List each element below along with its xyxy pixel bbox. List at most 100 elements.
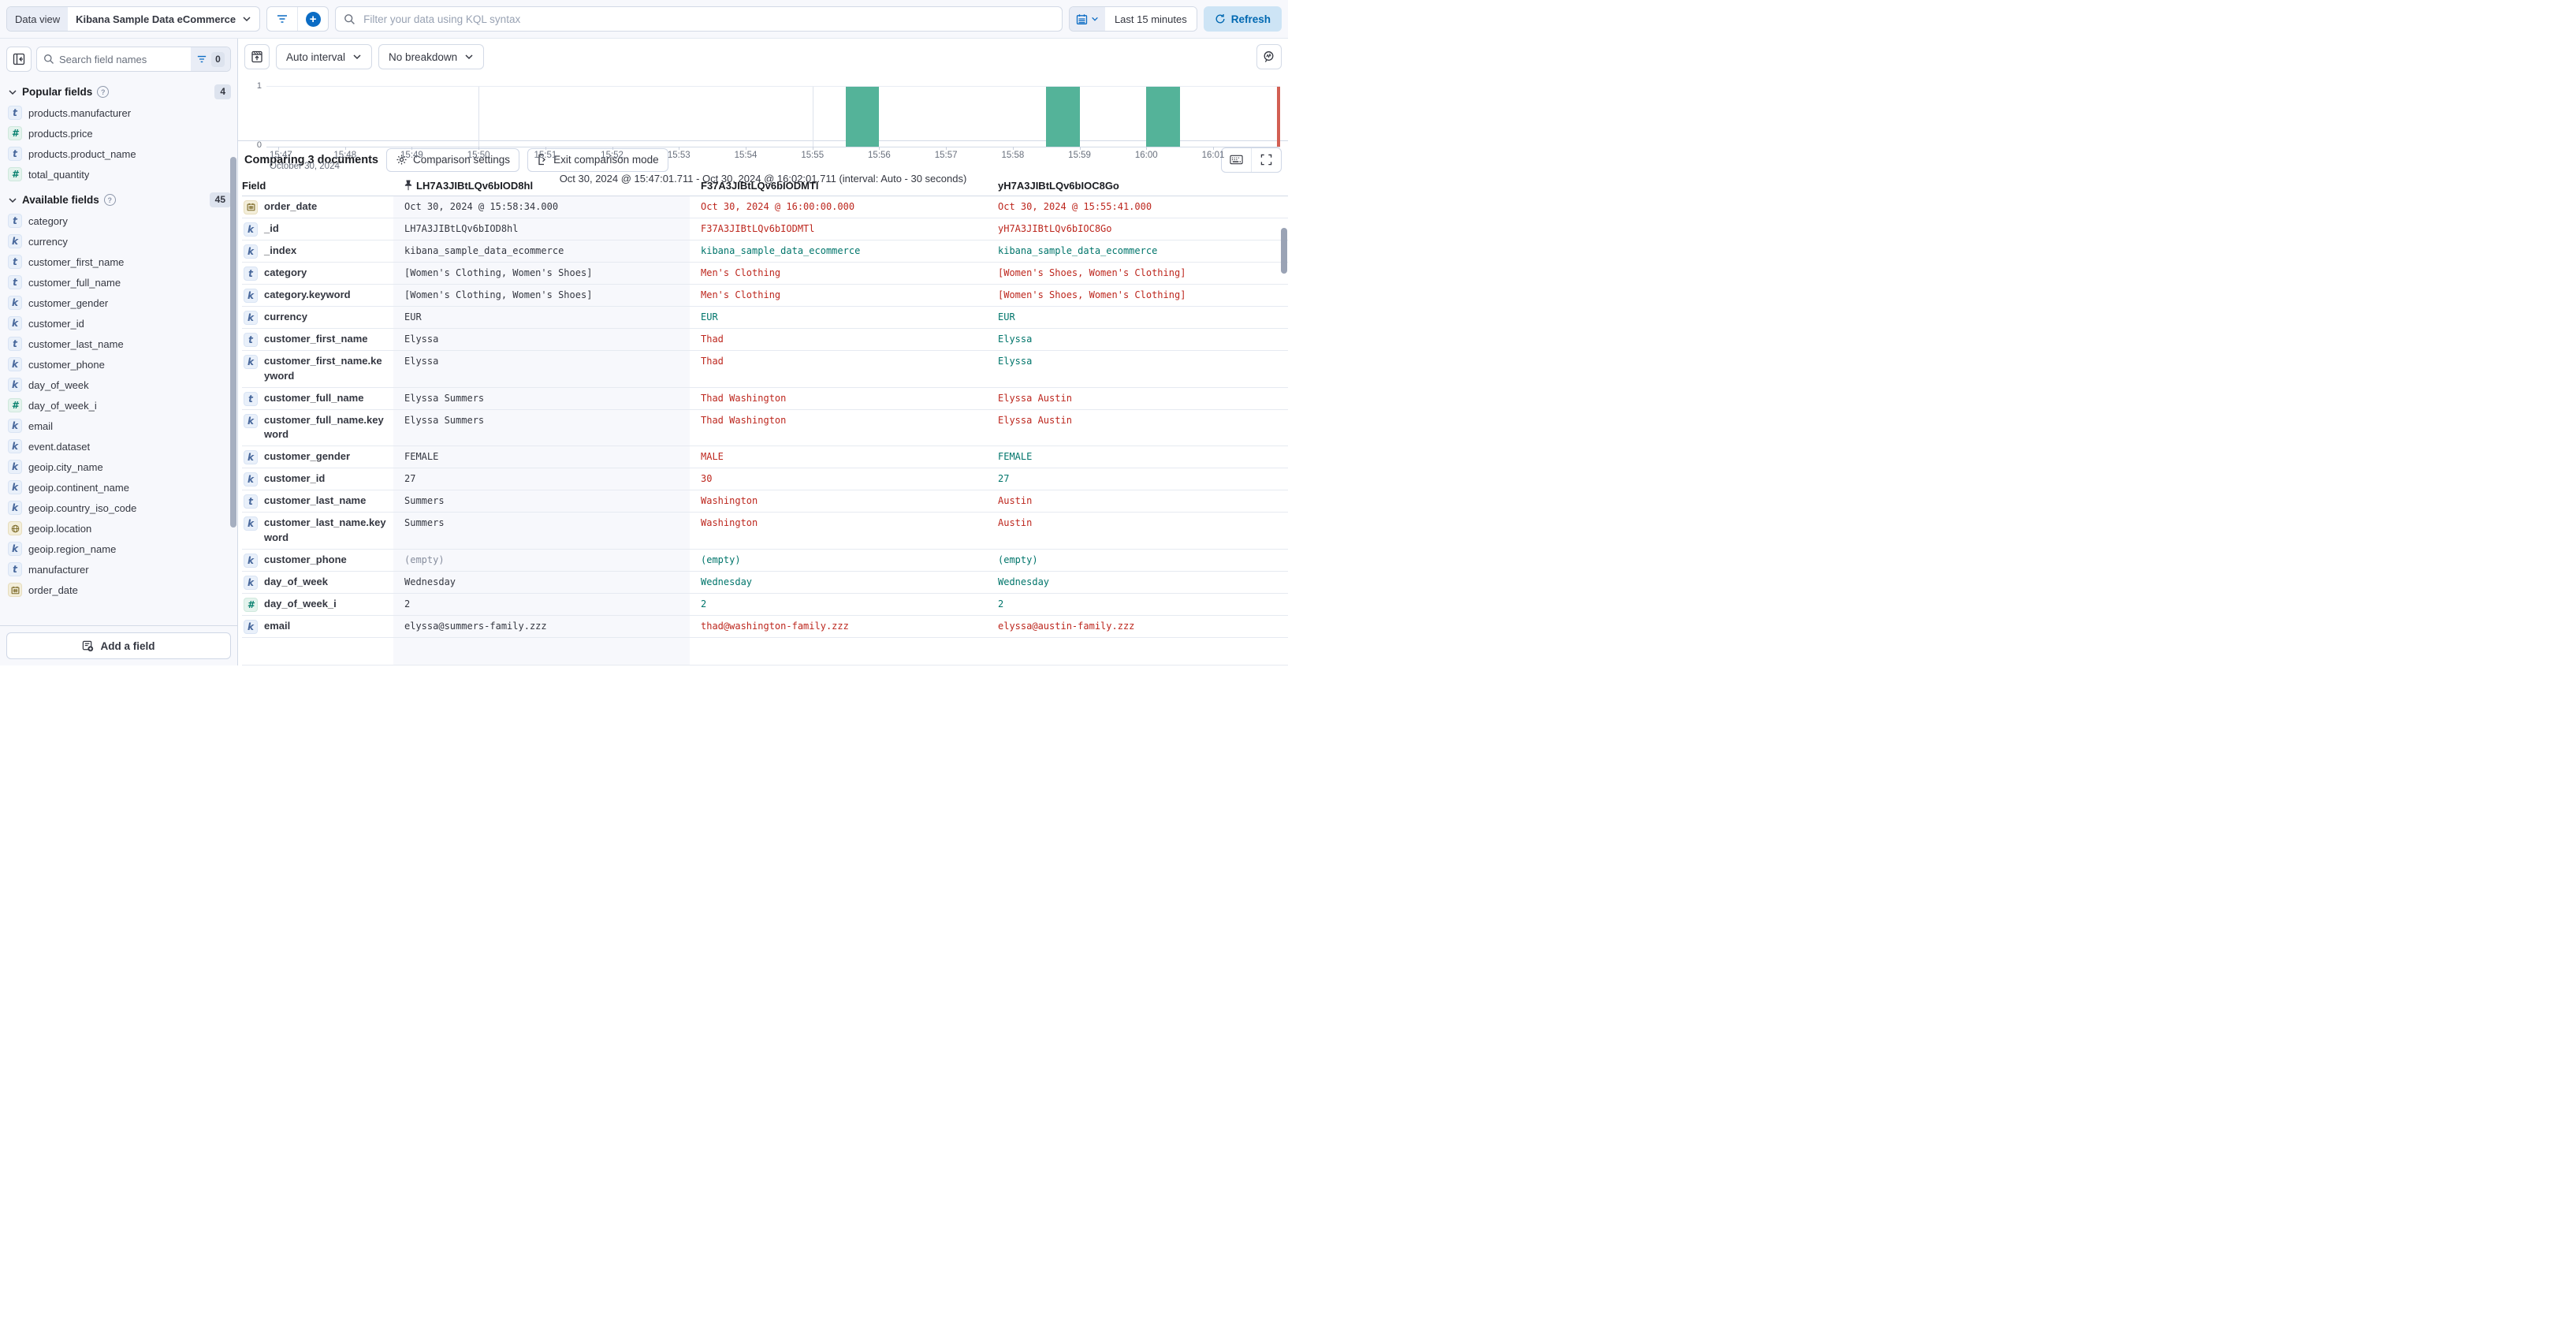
- value-cell: Elyssa Summers: [393, 409, 690, 446]
- sidebar-field-item[interactable]: order_date: [3, 580, 234, 600]
- keyword-field-icon: k: [8, 357, 22, 371]
- value-cell: 2: [701, 598, 707, 610]
- sidebar-field-item[interactable]: # day_of_week_i: [3, 395, 234, 416]
- histogram-bar[interactable]: [846, 87, 880, 147]
- breakdown-dropdown[interactable]: No breakdown: [378, 44, 485, 69]
- chevron-down-icon: [465, 54, 473, 60]
- value-cell: Thad: [701, 333, 724, 345]
- popular-fields-count: 4: [214, 84, 231, 99]
- doc-column-header[interactable]: F37A3JIBtLQv6bIODMTl: [690, 177, 987, 196]
- x-axis-tick-label: 15:51: [534, 151, 557, 160]
- edit-visualization-button[interactable]: [1256, 44, 1282, 69]
- fullscreen-button[interactable]: [1251, 147, 1281, 172]
- kql-query-input[interactable]: [362, 12, 1054, 26]
- keyword-field-icon: k: [8, 501, 22, 515]
- text-field-icon: t: [8, 562, 22, 576]
- comparison-settings-button[interactable]: Comparison settings: [386, 147, 520, 172]
- sidebar-field-item[interactable]: k event.dataset: [3, 436, 234, 457]
- time-range-display[interactable]: Last 15 minutes: [1104, 7, 1197, 31]
- sidebar-field-item[interactable]: k currency: [3, 231, 234, 252]
- text-field-icon: t: [8, 106, 22, 120]
- sidebar-field-item[interactable]: t customer_last_name: [3, 334, 234, 354]
- keyword-field-icon: k: [8, 419, 22, 433]
- doc-id: yH7A3JIBtLQv6bIOC8Go: [998, 179, 1119, 192]
- comparison-settings-label: Comparison settings: [413, 154, 511, 166]
- add-field-button[interactable]: Add a field: [6, 632, 231, 659]
- table-row-partial: [242, 638, 1288, 666]
- histogram-bar[interactable]: [1046, 87, 1080, 147]
- filter-button[interactable]: [267, 7, 297, 31]
- field-search[interactable]: 0: [36, 47, 231, 72]
- sidebar-field-item[interactable]: t category: [3, 211, 234, 231]
- add-filter-button[interactable]: +: [298, 7, 328, 31]
- sidebar-field-item[interactable]: k customer_id: [3, 313, 234, 334]
- field-name: customer_first_name.keyword: [264, 354, 382, 382]
- data-view-value[interactable]: Kibana Sample Data eCommerce: [68, 13, 259, 25]
- tick-mark: [612, 147, 613, 150]
- keyboard-shortcuts-button[interactable]: [1222, 148, 1251, 172]
- field-cell: k email: [242, 616, 393, 637]
- field-name: currency: [28, 235, 68, 248]
- field-name: customer_last_name.keyword: [264, 516, 386, 544]
- doc-column-header[interactable]: yH7A3JIBtLQv6bIOC8Go: [987, 177, 1288, 196]
- value-cell: Summers: [393, 513, 690, 549]
- sidebar-field-item[interactable]: k email: [3, 416, 234, 436]
- tick-mark: [344, 147, 346, 150]
- interval-dropdown[interactable]: Auto interval: [276, 44, 373, 69]
- value-cell: Austin: [998, 495, 1033, 507]
- kql-query-bar[interactable]: [335, 6, 1063, 32]
- pinned-doc-column-header[interactable]: LH7A3JIBtLQv6bIOD8hl: [393, 177, 690, 196]
- keyword-field-icon: k: [8, 234, 22, 248]
- histogram-chart[interactable]: 1 0 15:47 15:48 15:49 15:50 15:51 15:52 15:53 1…: [238, 73, 1288, 185]
- histogram-bar[interactable]: [1146, 87, 1180, 147]
- sidebar-field-item[interactable]: t manufacturer: [3, 559, 234, 580]
- table-body: order_date Oct 30, 2024 @ 15:58:34.000 Oct…: [242, 196, 1288, 638]
- collapse-sidebar-button[interactable]: [6, 47, 32, 72]
- field-name: order_date: [264, 199, 318, 212]
- time-picker-calendar-button[interactable]: [1069, 7, 1105, 31]
- sidebar-field-item[interactable]: t customer_first_name: [3, 252, 234, 272]
- sidebar-scrollbar[interactable]: [230, 157, 236, 528]
- sidebar-field-item[interactable]: k customer_gender: [3, 293, 234, 313]
- hide-chart-button[interactable]: [244, 44, 270, 69]
- data-view-picker[interactable]: Data view Kibana Sample Data eCommerce: [6, 6, 261, 32]
- field-column-header: Field: [242, 179, 266, 192]
- available-fields-header[interactable]: Available fields ? 45: [0, 185, 237, 211]
- table-scrollbar[interactable]: [1281, 228, 1287, 274]
- calendar-icon: [1076, 13, 1088, 25]
- sidebar-field-item[interactable]: # products.price: [3, 123, 234, 144]
- y-axis-max-label: 1: [256, 81, 262, 91]
- tick-mark: [1012, 147, 1014, 150]
- value-cell: Elyssa: [393, 328, 690, 350]
- field-search-input[interactable]: [54, 52, 191, 66]
- sidebar-field-item[interactable]: k geoip.region_name: [3, 539, 234, 559]
- refresh-button[interactable]: Refresh: [1203, 6, 1282, 32]
- current-time-marker: [1277, 87, 1280, 147]
- histogram-plot[interactable]: [266, 86, 1280, 147]
- exit-comparison-button[interactable]: Exit comparison mode: [527, 147, 668, 172]
- sidebar-field-item[interactable]: t products.product_name: [3, 144, 234, 164]
- sidebar-field-item[interactable]: k day_of_week: [3, 375, 234, 395]
- value-cell: 2: [393, 594, 690, 615]
- y-axis-min-label: 0: [256, 140, 262, 150]
- sidebar-field-item[interactable]: geoip.location: [3, 518, 234, 539]
- field-name: _id: [264, 222, 279, 234]
- sidebar-field-item[interactable]: k geoip.country_iso_code: [3, 498, 234, 518]
- sidebar-field-item[interactable]: # total_quantity: [3, 164, 234, 185]
- sidebar-field-item[interactable]: k geoip.continent_name: [3, 477, 234, 498]
- x-axis-tick-label: 15:53: [667, 151, 691, 160]
- popular-fields-title: Popular fields: [22, 86, 93, 98]
- x-axis-tick-label: 15:47: [270, 151, 292, 160]
- field-name: customer_id: [28, 317, 84, 330]
- popular-fields-header[interactable]: Popular fields ? 4: [0, 76, 237, 103]
- sidebar-field-item[interactable]: t customer_full_name: [3, 272, 234, 293]
- sidebar-field-item[interactable]: k customer_phone: [3, 354, 234, 375]
- tick-mark: [879, 147, 880, 150]
- keyword-field-icon: k: [8, 439, 22, 453]
- x-axis-tick-label: 15:52: [601, 151, 624, 160]
- time-range-caption: Oct 30, 2024 @ 15:47:01.711 - Oct 30, 20…: [559, 173, 967, 185]
- sidebar-field-item[interactable]: k geoip.city_name: [3, 457, 234, 477]
- tick-mark: [1079, 147, 1081, 150]
- field-filter-button[interactable]: 0: [191, 47, 230, 71]
- sidebar-field-item[interactable]: t products.manufacturer: [3, 103, 234, 123]
